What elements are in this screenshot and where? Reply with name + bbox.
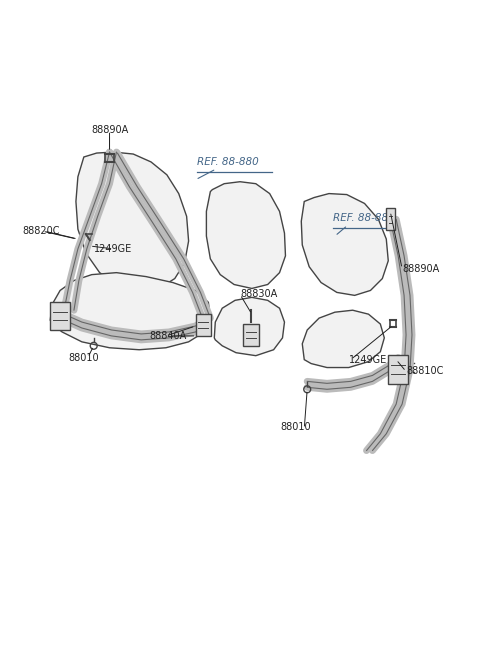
- Polygon shape: [302, 310, 384, 367]
- Bar: [388, 355, 408, 384]
- Text: 88820C: 88820C: [23, 226, 60, 236]
- Bar: [195, 314, 211, 336]
- Polygon shape: [214, 297, 285, 356]
- Text: 88010: 88010: [68, 353, 98, 363]
- Text: 88830A: 88830A: [240, 289, 277, 299]
- Text: 88010: 88010: [280, 422, 311, 432]
- Text: 1249GE: 1249GE: [349, 355, 387, 365]
- Text: REF. 88-880: REF. 88-880: [333, 213, 395, 223]
- Bar: [50, 302, 70, 330]
- Text: 88840A: 88840A: [149, 331, 186, 341]
- Bar: [386, 209, 395, 230]
- Bar: [243, 324, 259, 346]
- Text: 88890A: 88890A: [91, 125, 128, 135]
- Text: 88810C: 88810C: [406, 367, 444, 377]
- Polygon shape: [50, 273, 210, 350]
- Text: REF. 88-880: REF. 88-880: [196, 157, 258, 167]
- Polygon shape: [301, 194, 388, 295]
- Polygon shape: [76, 152, 189, 291]
- Text: 88890A: 88890A: [402, 264, 439, 274]
- Text: 1249GE: 1249GE: [94, 244, 132, 254]
- Polygon shape: [206, 182, 286, 289]
